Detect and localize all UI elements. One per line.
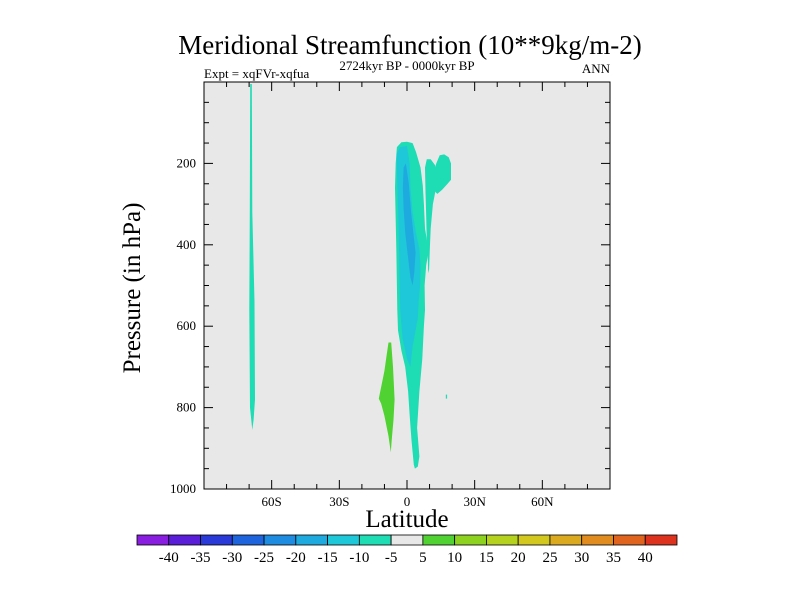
chart-title: Meridional Streamfunction (10**9kg/m-2) <box>178 30 641 60</box>
colorbar: -40 -35 -30 -25 -20 -15 -10 -5 5 10 15 20 25 30 35 40 <box>136 534 678 566</box>
x-tick-label: 60N <box>531 494 554 509</box>
colorbar-swatch <box>168 534 201 546</box>
chart-subtitle-center: 2724kyr BP - 0000kyr BP <box>339 58 474 73</box>
colorbar-swatch <box>358 534 392 546</box>
colorbar-swatch <box>454 534 487 546</box>
y-axis-label: Pressure (in hPa) <box>119 203 146 374</box>
contour-region-sh-polar-filament <box>249 84 255 430</box>
colorbar-label: 40 <box>638 550 653 566</box>
colorbar-label: 10 <box>447 550 462 566</box>
y-tick-label: 200 <box>177 155 197 170</box>
colorbar-label: 5 <box>419 550 427 566</box>
colorbar-swatch <box>422 534 456 546</box>
x-tick-label: 30N <box>463 494 486 509</box>
colorbar-swatch <box>136 534 170 546</box>
colorbar-label: -15 <box>318 550 338 566</box>
colorbar-label: -10 <box>349 550 369 566</box>
axis-tick-labels: 60S 30S 0 30N 60N 200 400 600 800 1000 <box>170 155 554 509</box>
colorbar-label: 25 <box>542 550 557 566</box>
colorbar-swatch <box>231 534 265 546</box>
colorbar-label: -5 <box>385 550 398 566</box>
x-tick-label: 0 <box>404 494 411 509</box>
contour-region-sh-positive-cell <box>378 342 395 453</box>
colorbar-label: -40 <box>159 550 179 566</box>
colorbar-swatch <box>517 534 551 546</box>
colorbar-swatch <box>644 534 678 546</box>
chart-subtitle-right: ANN <box>582 61 611 76</box>
contour-region-main-cell-core <box>402 163 416 286</box>
colorbar-label: 35 <box>606 550 621 566</box>
y-tick-label: 800 <box>177 400 197 415</box>
x-tick-label: 60S <box>262 494 282 509</box>
chart-subtitle-left: Expt = xqFVr-xqfua <box>204 66 309 81</box>
colorbar-label: -30 <box>222 550 242 566</box>
contour-region-nh-speck <box>445 394 448 399</box>
contour-region-nh-cell-b <box>434 154 451 194</box>
colorbar-swatch <box>390 534 424 546</box>
colorbar-label: -35 <box>191 550 211 566</box>
colorbar-label: -25 <box>254 550 274 566</box>
colorbar-label: 15 <box>479 550 494 566</box>
colorbar-label: -20 <box>286 550 306 566</box>
colorbar-swatch <box>263 534 297 546</box>
y-tick-label: 400 <box>177 237 197 252</box>
contour-region-nh-cell-a <box>425 159 437 274</box>
colorbar-label: 30 <box>574 550 589 566</box>
y-tick-label: 600 <box>177 318 197 333</box>
colorbar-swatch <box>327 534 360 546</box>
colorbar-label: 20 <box>511 550 526 566</box>
colorbar-swatch <box>295 534 328 546</box>
plot-frame <box>203 81 611 490</box>
contour-fills <box>249 84 451 469</box>
colorbar-swatch <box>549 534 583 546</box>
colorbar-swatch <box>613 534 646 546</box>
colorbar-swatch <box>200 534 233 546</box>
colorbar-swatch <box>581 534 614 546</box>
colorbar-swatch <box>486 534 519 546</box>
y-tick-label: 1000 <box>170 481 196 496</box>
x-tick-label: 30S <box>329 494 349 509</box>
x-axis-label: Latitude <box>365 506 448 533</box>
